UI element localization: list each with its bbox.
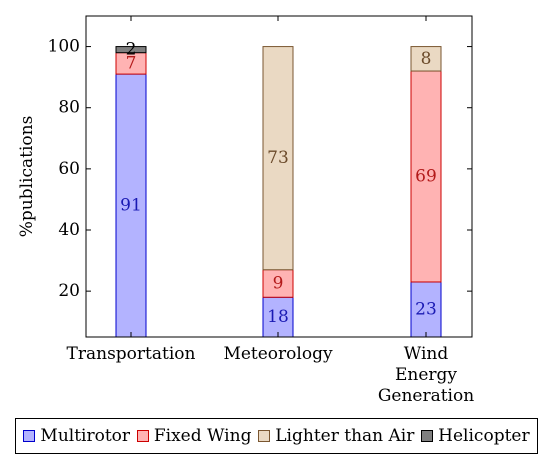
legend-swatch-fixed-wing (136, 430, 149, 442)
x-tick-label-line: Wind (404, 344, 449, 364)
data-label-multirotor-meteorology: 18 (267, 307, 289, 327)
legend-label-fixed-wing: Fixed Wing (153, 426, 252, 446)
x-tick-label-line: Transportation (67, 344, 196, 364)
y-tick-label: 100 (48, 37, 80, 57)
bar-lighter-than-air-wind-energy-generation (410, 46, 442, 72)
bar-lighter-than-air-meteorology (262, 46, 294, 271)
bar-helicopter-transportation (115, 46, 147, 54)
plot-frame (85, 15, 473, 338)
data-label-lighter-than-air-meteorology: 73 (267, 148, 289, 168)
legend-item-helicopter: Helicopter (421, 426, 530, 446)
x-tick-label-line: Meteorology (223, 344, 333, 364)
x-tick-label-line: Generation (378, 386, 474, 406)
y-axis-label: %publications (17, 116, 37, 238)
y-tick-label: 80 (58, 98, 80, 118)
data-label-fixed-wing-transportation: 7 (126, 53, 137, 73)
y-tick-label: 20 (58, 281, 80, 301)
legend-item-fixed-wing: Fixed Wing (136, 426, 252, 446)
data-label-fixed-wing-wind-energy-generation: 69 (415, 167, 437, 187)
y-tick-label: 40 (58, 220, 80, 240)
data-label-lighter-than-air-wind-energy-generation: 8 (421, 49, 432, 69)
legend-label-multirotor: Multirotor (40, 426, 131, 446)
legend-swatch-lighter-than-air (258, 430, 271, 442)
data-label-helicopter-transportation: 2 (126, 40, 137, 60)
x-tick-label-meteorology: Meteorology (223, 344, 333, 364)
x-tick-label-wind-energy-generation: Wind Energy Generation (378, 344, 474, 406)
legend-item-multirotor: Multirotor (23, 426, 130, 446)
data-label-fixed-wing-meteorology: 9 (273, 274, 284, 294)
x-tick-label-transportation: Transportation (67, 344, 196, 364)
legend-label-helicopter: Helicopter (438, 426, 530, 446)
legend-swatch-helicopter (421, 430, 434, 442)
legend: Multirotor Fixed Wing Lighter than Air H… (15, 418, 538, 454)
bar-multirotor-transportation (115, 73, 147, 338)
legend-swatch-multirotor (23, 430, 36, 442)
data-label-multirotor-wind-energy-generation: 23 (415, 299, 437, 319)
legend-label-lighter-than-air: Lighter than Air (275, 426, 415, 446)
x-tick-label-line: Energy (395, 365, 457, 385)
data-label-multirotor-transportation: 91 (120, 196, 142, 216)
y-tick-label: 60 (58, 159, 80, 179)
legend-item-lighter-than-air: Lighter than Air (258, 426, 414, 446)
